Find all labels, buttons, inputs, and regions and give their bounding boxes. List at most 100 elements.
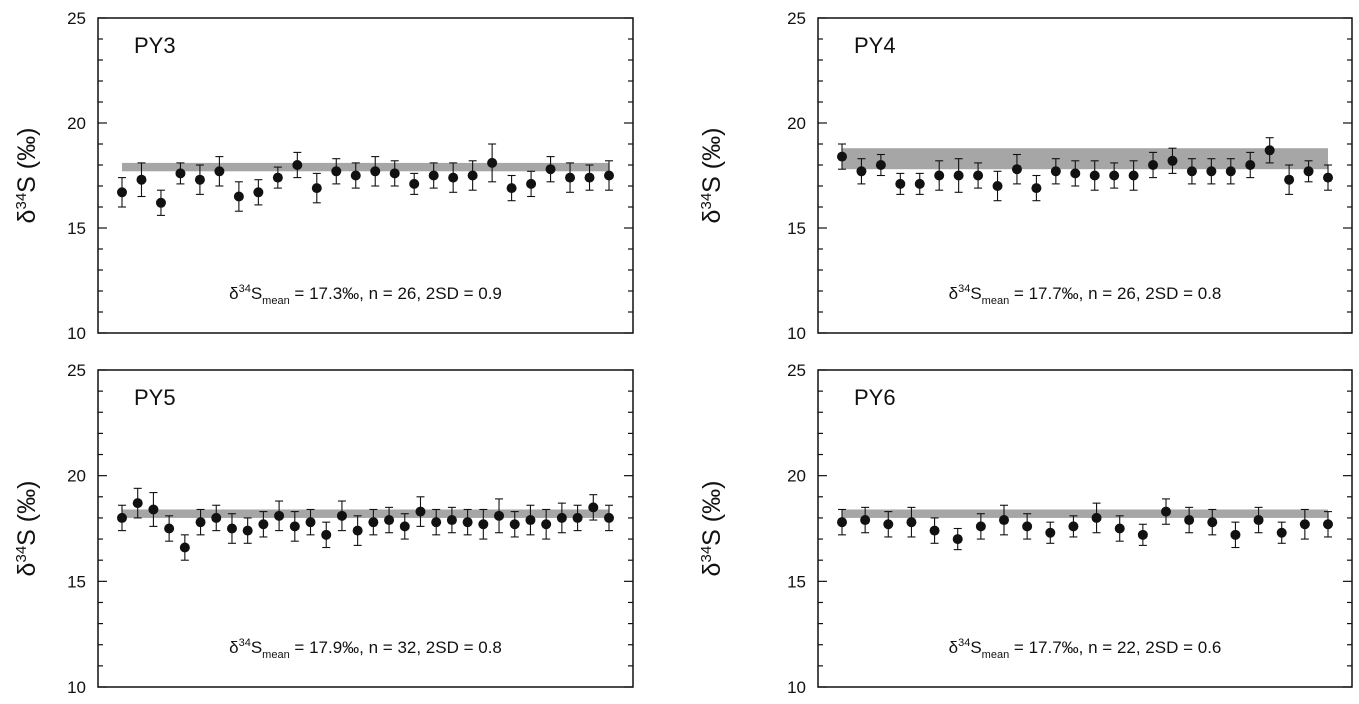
data-point	[1299, 508, 1310, 540]
y-tick-label: 25	[787, 9, 806, 28]
mean-band	[122, 509, 609, 518]
data-point	[604, 504, 614, 532]
data-point	[384, 506, 395, 534]
data-point	[117, 177, 127, 208]
data-point	[148, 492, 159, 527]
data-point	[975, 513, 986, 540]
data-point	[1276, 521, 1287, 544]
data-point	[992, 170, 1003, 202]
data-point	[1323, 164, 1333, 191]
data-point	[211, 504, 222, 532]
data-point	[588, 494, 599, 521]
data-point	[929, 517, 940, 544]
data-point	[506, 174, 517, 202]
data-point	[1253, 506, 1264, 534]
data-point	[1031, 174, 1042, 202]
data-point	[242, 517, 253, 544]
y-tick-label: 25	[787, 361, 806, 380]
data-point	[1167, 147, 1178, 174]
y-tick-label: 20	[787, 114, 806, 133]
data-point	[194, 164, 205, 195]
data-point	[883, 511, 894, 538]
data-point	[565, 162, 576, 193]
mean-band	[842, 509, 1328, 518]
data-point	[331, 158, 342, 185]
data-point	[584, 164, 595, 191]
panel-title: PY3	[134, 33, 176, 58]
data-point	[895, 172, 906, 195]
data-point	[272, 166, 283, 189]
panel-title: PY5	[134, 385, 176, 410]
panel-py3: 10 15 20 25 δ34S (‰) PY3 δ34Smean = 17.3‰, n =…	[13, 9, 634, 343]
data-point	[914, 172, 925, 195]
data-point	[1091, 502, 1102, 534]
data-point	[350, 162, 361, 189]
data-point	[934, 160, 945, 191]
plot-frame	[817, 369, 1353, 688]
data-point	[274, 500, 285, 532]
data-point	[226, 513, 237, 544]
data-point	[1022, 513, 1033, 540]
data-point	[1089, 160, 1100, 191]
plot-frame	[817, 17, 1353, 334]
data-point	[1068, 515, 1079, 538]
data-point	[1207, 508, 1218, 536]
data-point	[1109, 162, 1120, 189]
data-point	[1011, 153, 1022, 185]
data-point	[117, 504, 127, 532]
data-point	[1128, 160, 1139, 191]
summary-annotation: δ34Smean = 17.3‰, n = 26, 2SD = 0.9	[229, 283, 502, 307]
data-point	[164, 515, 175, 542]
data-point	[856, 158, 867, 185]
mean-band	[122, 162, 609, 172]
summary-annotation: δ34Smean = 17.7‰, n = 22, 2SD = 0.6	[949, 637, 1222, 661]
plot-frame	[97, 17, 634, 334]
panel-title: PY6	[854, 385, 896, 410]
y-tick-label: 15	[67, 572, 86, 591]
data-point	[409, 172, 420, 195]
data-point	[860, 506, 871, 534]
y-tick-label: 15	[787, 219, 806, 238]
data-point	[448, 162, 459, 193]
y-tick-label: 15	[67, 219, 86, 238]
data-point	[1137, 523, 1148, 546]
data-point	[1264, 137, 1275, 164]
data-point	[837, 508, 847, 536]
data-point	[545, 156, 556, 183]
data-point	[952, 527, 963, 551]
data-point	[175, 162, 186, 185]
data-point	[292, 151, 303, 179]
data-point	[1045, 521, 1056, 544]
data-point	[155, 189, 166, 216]
panel-py4: 10 15 20 25 δ34S (‰) PY4 δ34Smean = 17.7‰, n =…	[698, 9, 1353, 343]
plot-frame	[97, 369, 634, 688]
data-point	[336, 500, 347, 532]
panel-py5: 10 15 20 25 δ34S (‰) PY5 δ34Smean = 17.9‰, n =…	[13, 361, 634, 697]
data-point	[428, 162, 439, 189]
data-point	[556, 502, 567, 534]
data-point	[541, 508, 552, 540]
data-point	[1148, 151, 1159, 179]
data-point	[973, 162, 984, 189]
data-point	[1225, 158, 1236, 185]
data-point	[1114, 515, 1125, 542]
data-point	[399, 513, 410, 540]
data-point	[321, 521, 332, 549]
panel-title: PY4	[854, 33, 896, 58]
data-point	[136, 162, 147, 198]
mean-band	[842, 148, 1328, 170]
data-point	[446, 506, 457, 534]
data-point	[233, 181, 244, 212]
data-point	[1230, 521, 1241, 549]
y-axis-label: δ34S (‰)	[13, 481, 41, 577]
panel-py6: 10 15 20 25 δ34S (‰) PY6 δ34Smean = 17.7‰, n =…	[698, 361, 1353, 697]
data-point	[1184, 506, 1195, 534]
data-point	[1323, 511, 1333, 538]
y-tick-label: 10	[67, 324, 86, 343]
data-point	[1161, 498, 1171, 525]
data-point	[305, 508, 316, 536]
data-point	[415, 496, 426, 527]
y-tick-label: 25	[67, 361, 86, 380]
data-point	[352, 515, 363, 546]
